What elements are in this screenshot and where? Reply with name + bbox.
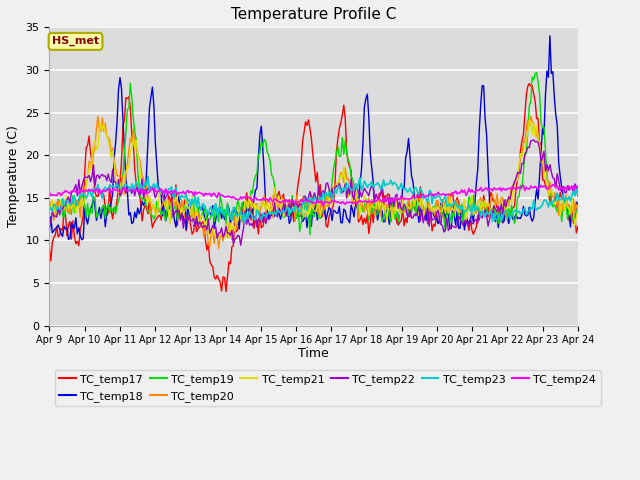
TC_temp20 — [223, 235, 231, 240]
TC_temp24 — [319, 203, 327, 209]
TC_temp21 — [574, 208, 582, 214]
TC_temp23 — [548, 202, 556, 208]
Title: Temperature Profile C: Temperature Profile C — [231, 7, 396, 22]
TC_temp22 — [230, 240, 237, 246]
TC_temp24 — [574, 185, 582, 191]
TC_temp20 — [112, 165, 120, 171]
TC_temp24 — [276, 200, 284, 205]
TC_temp23 — [110, 185, 118, 191]
TC_temp21 — [221, 233, 228, 239]
TC_temp19 — [548, 198, 556, 204]
TC_temp24 — [546, 183, 554, 189]
TC_temp18 — [548, 71, 556, 76]
Y-axis label: Temperature (C): Temperature (C) — [7, 125, 20, 228]
TC_temp17 — [45, 244, 53, 250]
TC_temp22 — [548, 169, 556, 175]
TC_temp20 — [205, 242, 212, 248]
TC_temp19 — [110, 204, 118, 210]
TC_temp19 — [45, 202, 53, 208]
TC_temp20 — [574, 209, 582, 215]
TC_temp18 — [231, 206, 239, 212]
TC_temp17 — [548, 192, 556, 198]
TC_temp22 — [574, 193, 582, 199]
TC_temp20 — [548, 192, 556, 198]
TC_temp22 — [237, 242, 244, 248]
Line: TC_temp22: TC_temp22 — [49, 140, 578, 245]
TC_temp22 — [221, 231, 228, 237]
TC_temp23 — [222, 208, 230, 214]
TC_temp17 — [203, 247, 211, 253]
X-axis label: Time: Time — [298, 347, 329, 360]
TC_temp19 — [203, 220, 211, 226]
TC_temp23 — [205, 212, 212, 218]
TC_temp23 — [574, 192, 582, 198]
TC_temp22 — [530, 137, 538, 143]
TC_temp21 — [203, 218, 211, 224]
TC_temp17 — [574, 224, 582, 229]
TC_temp20 — [280, 198, 287, 204]
Line: TC_temp18: TC_temp18 — [49, 36, 578, 240]
TC_temp24 — [203, 192, 211, 197]
Line: TC_temp19: TC_temp19 — [49, 72, 578, 235]
Line: TC_temp17: TC_temp17 — [49, 84, 578, 291]
TC_temp18 — [222, 216, 230, 222]
TC_temp22 — [110, 179, 118, 184]
TC_temp18 — [78, 237, 86, 243]
TC_temp23 — [280, 209, 287, 215]
Text: HS_met: HS_met — [52, 36, 99, 47]
TC_temp22 — [45, 216, 53, 221]
Line: TC_temp21: TC_temp21 — [49, 120, 578, 239]
TC_temp21 — [45, 204, 53, 209]
TC_temp21 — [225, 236, 233, 241]
TC_temp23 — [45, 204, 53, 210]
TC_temp20 — [94, 113, 102, 119]
TC_temp17 — [222, 288, 230, 294]
TC_temp17 — [525, 81, 533, 86]
TC_temp19 — [574, 210, 582, 216]
TC_temp23 — [231, 205, 239, 211]
TC_temp21 — [548, 190, 556, 195]
TC_temp17 — [221, 275, 228, 280]
TC_temp17 — [278, 196, 286, 202]
TC_temp21 — [525, 118, 533, 123]
TC_temp20 — [215, 245, 223, 251]
Line: TC_temp24: TC_temp24 — [49, 185, 578, 206]
TC_temp24 — [549, 182, 557, 188]
TC_temp19 — [532, 70, 540, 75]
TC_temp18 — [45, 228, 53, 234]
Legend: TC_temp17, TC_temp18, TC_temp19, TC_temp20, TC_temp21, TC_temp22, TC_temp23, TC_: TC_temp17, TC_temp18, TC_temp19, TC_temp… — [55, 370, 600, 406]
TC_temp21 — [278, 194, 286, 200]
TC_temp22 — [203, 227, 211, 233]
TC_temp24 — [45, 190, 53, 196]
TC_temp19 — [306, 232, 314, 238]
TC_temp18 — [205, 209, 212, 215]
TC_temp18 — [546, 33, 554, 39]
TC_temp17 — [110, 206, 118, 212]
TC_temp21 — [231, 228, 239, 234]
TC_temp20 — [232, 226, 240, 232]
TC_temp24 — [230, 194, 237, 200]
Line: TC_temp20: TC_temp20 — [49, 116, 578, 248]
TC_temp18 — [574, 201, 582, 207]
TC_temp23 — [241, 220, 249, 226]
TC_temp21 — [110, 160, 118, 166]
TC_temp18 — [278, 212, 286, 217]
TC_temp24 — [110, 186, 118, 192]
TC_temp20 — [45, 198, 53, 204]
TC_temp19 — [276, 206, 284, 212]
TC_temp19 — [221, 206, 228, 212]
TC_temp24 — [221, 194, 228, 200]
TC_temp23 — [144, 174, 152, 180]
TC_temp17 — [231, 218, 239, 224]
Line: TC_temp23: TC_temp23 — [49, 177, 578, 223]
TC_temp22 — [278, 211, 286, 216]
TC_temp19 — [230, 217, 237, 223]
TC_temp18 — [112, 140, 120, 146]
